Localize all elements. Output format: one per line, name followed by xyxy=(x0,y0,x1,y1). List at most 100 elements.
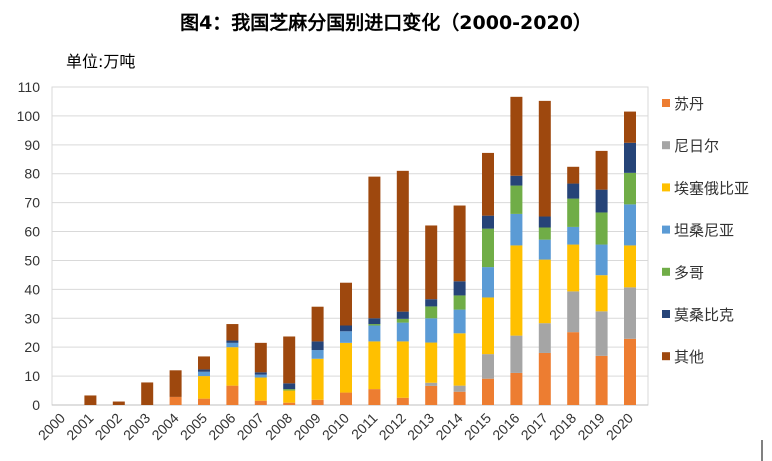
y-tick-label: 110 xyxy=(18,79,41,95)
bar-segment xyxy=(368,324,381,326)
x-tick-label: 2005 xyxy=(177,410,210,443)
bar-segment xyxy=(198,398,210,405)
bar-segment xyxy=(311,358,324,400)
bar-segment xyxy=(624,111,636,143)
legend-label: 其他 xyxy=(674,348,704,366)
bar-segment xyxy=(538,227,551,240)
bar-segment xyxy=(198,376,210,399)
bar-segment xyxy=(510,96,523,176)
legend-label: 苏丹 xyxy=(674,95,704,113)
bar-segment xyxy=(311,399,324,405)
y-tick-label: 60 xyxy=(24,224,40,240)
bar-segment xyxy=(567,332,580,405)
bar-segment xyxy=(340,282,352,326)
legend-label: 坦桑尼亚 xyxy=(674,222,734,240)
bar-segment xyxy=(538,323,551,353)
bar-segment xyxy=(198,369,210,372)
legend-label: 多哥 xyxy=(674,264,704,282)
y-tick-label: 30 xyxy=(24,310,40,326)
bar-segment xyxy=(226,340,239,343)
bar-segment xyxy=(169,396,182,405)
bar-segment xyxy=(567,198,580,227)
bar-segment xyxy=(567,183,580,199)
y-tick-label: 40 xyxy=(24,281,40,297)
legend-swatch xyxy=(662,267,670,276)
bar-segment xyxy=(311,350,324,359)
bar-segment xyxy=(340,331,352,343)
bar-segment xyxy=(510,185,523,214)
x-tick-label: 2018 xyxy=(546,410,579,443)
bar-segment xyxy=(396,397,409,405)
bar-segment xyxy=(595,311,608,356)
bar-segment xyxy=(368,341,381,390)
bar-segment xyxy=(482,297,494,355)
bar-segment xyxy=(567,244,580,292)
bar-segment xyxy=(425,385,438,405)
bar-segment xyxy=(482,215,494,229)
bar-segment xyxy=(340,325,352,332)
bar-segment xyxy=(510,213,523,246)
legend-label: 埃塞俄比亚 xyxy=(674,179,749,197)
bar-segment xyxy=(226,342,239,348)
x-tick-label: 2016 xyxy=(489,410,522,443)
bar-segment xyxy=(254,377,267,401)
bar-segment xyxy=(254,372,267,375)
bar-segment xyxy=(510,175,523,186)
bar-segment xyxy=(283,336,296,384)
bar-segment xyxy=(396,170,409,312)
bar-segment xyxy=(283,389,296,391)
bar-segment xyxy=(112,401,125,405)
bar-segment xyxy=(595,275,608,312)
bar-segment xyxy=(538,216,551,228)
bar-segment xyxy=(595,189,608,213)
bar-segment xyxy=(311,306,324,342)
bar-segment xyxy=(453,391,466,405)
x-tick-label: 2019 xyxy=(574,410,607,443)
bar-segment xyxy=(453,333,466,386)
legend-swatch xyxy=(662,352,670,361)
bar-segment xyxy=(425,318,438,343)
bar-segment xyxy=(84,395,97,405)
x-tick-label: 2000 xyxy=(35,410,68,443)
bar-segment xyxy=(453,295,466,310)
x-tick-label: 2015 xyxy=(461,410,494,443)
y-tick-label: 10 xyxy=(24,368,40,384)
legend-label: 尼日尔 xyxy=(674,137,719,155)
legend-swatch xyxy=(662,99,670,107)
bar-segment xyxy=(254,342,267,373)
bar-segment xyxy=(595,355,608,405)
bar-segment xyxy=(453,281,466,296)
bar-segment xyxy=(226,347,239,386)
bar-segment xyxy=(624,172,636,205)
bar-segment xyxy=(595,212,608,245)
bar-segment xyxy=(254,374,267,378)
bar-segment xyxy=(624,245,636,288)
bar-segment xyxy=(396,311,409,319)
x-tick-label: 2014 xyxy=(432,410,465,443)
bar-segment xyxy=(510,372,523,405)
x-tick-label: 2006 xyxy=(205,410,238,443)
bar-segment xyxy=(169,370,182,397)
bar-segment xyxy=(453,205,466,282)
bar-segment xyxy=(624,287,636,339)
bar-segment xyxy=(453,385,466,392)
bar-segment xyxy=(283,402,296,405)
bar-segment xyxy=(198,371,210,377)
bar-segment xyxy=(396,322,409,342)
bar-segment xyxy=(425,299,438,307)
y-tick-label: 20 xyxy=(24,339,40,355)
x-tick-label: 2003 xyxy=(120,410,153,443)
unit-label: 单位:万吨 xyxy=(66,52,136,71)
bar-segment xyxy=(368,176,381,319)
bar-segment xyxy=(482,354,494,379)
bar-segment xyxy=(482,228,494,268)
y-tick-label: 0 xyxy=(32,397,40,413)
bar-segment xyxy=(482,152,494,216)
bar-segment xyxy=(340,392,352,405)
x-tick-label: 2012 xyxy=(376,410,409,443)
bar-segment xyxy=(198,356,210,370)
bar-segment xyxy=(340,342,352,393)
x-tick-label: 2009 xyxy=(290,410,323,443)
legend-swatch xyxy=(662,183,670,192)
